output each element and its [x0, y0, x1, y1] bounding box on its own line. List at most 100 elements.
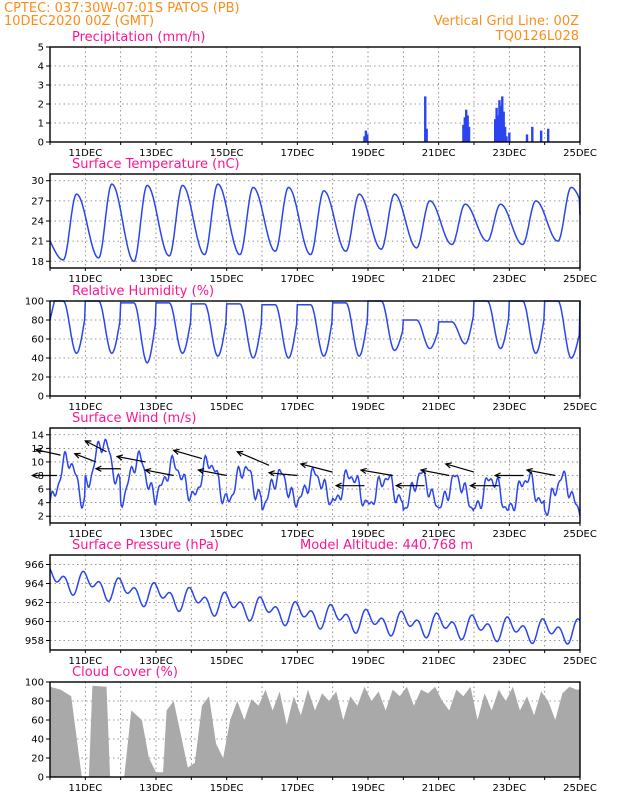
wind-ytick-label: 6 [38, 485, 44, 496]
wind-vector [394, 482, 425, 489]
temperature-panel: Surface Temperature (nC) 18 21 24 27 30 11DEC 1… [31, 157, 597, 285]
precipitation-xtick-label: 13DEC [139, 148, 173, 159]
pressure-ytick-label: 958 [25, 636, 44, 647]
temperature-ytick-label: 24 [31, 217, 44, 228]
precip-bar [502, 111, 505, 142]
pressure-xtick-label: 13DEC [139, 656, 173, 667]
pressure-xtick-label: 23DEC [492, 656, 526, 667]
pressure-ytick-label: 960 [25, 617, 44, 628]
pressure-annotation: Model Altitude: 440.768 m [300, 538, 473, 553]
wind-vector [359, 467, 393, 477]
wind-vector [73, 452, 97, 463]
wind-xtick-label: 15DEC [210, 529, 244, 540]
pressure-xtick-label: 25DEC [563, 656, 597, 667]
cloud-plot-frame [49, 681, 581, 778]
precipitation-plot-frame [49, 46, 581, 143]
cloud-cover-panel: Cloud Cover (%) 0 20 40 60 80 100 11DEC 13DEC 15D… [25, 665, 597, 794]
cloud-xtick-label: 11DEC [68, 783, 102, 794]
wind-vector [197, 467, 227, 477]
wind-ytick-label: 8 [38, 471, 44, 482]
precipitation-ytick-label: 3 [38, 81, 44, 92]
cloud-ytick-label: 20 [31, 754, 44, 765]
wind-vector [469, 482, 499, 489]
precipitation-ytick-label: 5 [38, 43, 44, 54]
precip-bar [547, 128, 550, 142]
humidity-xtick-label: 17DEC [280, 402, 314, 413]
precipitation-xtick-label: 23DEC [492, 148, 526, 159]
cloud-xtick-label: 17DEC [280, 783, 314, 794]
wind-xtick-label: 25DEC [563, 529, 597, 540]
humidity-xtick-label: 25DEC [563, 402, 597, 413]
cloud-ytick-label: 40 [31, 735, 44, 746]
precipitation-title: Precipitation (mm/h) [72, 30, 205, 45]
precipitation-xtick-label: 17DEC [280, 148, 314, 159]
temperature-xtick-label: 17DEC [280, 274, 314, 285]
temperature-xtick-label: 19DEC [351, 274, 385, 285]
humidity-panel: Relative Humidity (%) 0 20 40 60 80 100 11DEC 13… [25, 284, 597, 413]
precipitation-ytick-label: 1 [38, 119, 44, 130]
wind-vector [419, 467, 450, 477]
precip-bar [501, 96, 504, 142]
temperature-ytick-label: 27 [31, 196, 44, 207]
precip-bar [508, 132, 511, 142]
precipitation-ytick-label: 4 [38, 62, 44, 73]
cloud-ytick-label: 60 [31, 716, 44, 727]
wind-vector [30, 472, 58, 479]
wind-title: Surface Wind (m/s) [72, 411, 196, 426]
humidity-ytick-label: 60 [31, 335, 44, 346]
wind-vector [525, 467, 556, 477]
precip-bar [496, 115, 500, 142]
cloud-xtick-label: 13DEC [139, 783, 173, 794]
cloud-xtick-label: 19DEC [351, 783, 385, 794]
cloud-xtick-label: 15DEC [210, 783, 244, 794]
pressure-xtick-label: 19DEC [351, 656, 385, 667]
header-grid-note: Vertical Grid Line: 00Z [434, 14, 579, 29]
wind-vector [444, 462, 475, 473]
humidity-plot-frame [49, 300, 581, 397]
wind-series-line [49, 438, 581, 517]
wind-vector [172, 448, 203, 460]
humidity-xtick-label: 23DEC [492, 402, 526, 413]
temperature-ytick-label: 30 [31, 176, 44, 187]
precip-bar [424, 96, 427, 142]
precipitation-xtick-label: 15DEC [210, 148, 244, 159]
wind-xtick-label: 17DEC [280, 529, 314, 540]
cloud-xtick-label: 23DEC [492, 783, 526, 794]
wind-vector [235, 450, 270, 466]
humidity-xtick-label: 19DEC [351, 402, 385, 413]
pressure-xtick-label: 11DEC [68, 656, 102, 667]
humidity-title: Relative Humidity (%) [72, 284, 214, 299]
header-date: 10DEC2020 00Z (GMT) [4, 14, 154, 29]
humidity-ytick-label: 40 [31, 354, 44, 365]
wind-ytick-label: 2 [38, 512, 44, 523]
wind-vector [34, 447, 61, 456]
wind-xtick-label: 11DEC [68, 529, 102, 540]
wind-xtick-label: 23DEC [492, 529, 526, 540]
wind-ytick-label: 12 [31, 444, 44, 455]
wind-ytick-label: 14 [31, 430, 44, 441]
wind-vector [267, 470, 298, 477]
temperature-xtick-label: 15DEC [210, 274, 244, 285]
pressure-ytick-label: 966 [25, 560, 44, 571]
pressure-ytick-label: 962 [25, 598, 44, 609]
precipitation-xtick-label: 25DEC [563, 148, 597, 159]
precip-bar [499, 105, 503, 142]
wind-ytick-label: 10 [31, 457, 44, 468]
precip-bar [466, 115, 469, 142]
cloud-cover-area [50, 685, 580, 777]
pressure-title: Surface Pressure (hPa) [72, 538, 219, 553]
cloud-ytick-label: 0 [38, 773, 44, 784]
pressure-ytick-label: 964 [25, 579, 44, 590]
precip-bar [503, 126, 507, 142]
wind-vector [493, 472, 524, 479]
precipitation-xtick-label: 11DEC [68, 148, 102, 159]
precip-bar [531, 126, 534, 142]
wind-ytick-label: 4 [38, 498, 44, 509]
precip-bar [539, 130, 543, 142]
precip-bar [463, 117, 467, 142]
precip-bar [525, 134, 529, 142]
humidity-xtick-label: 11DEC [68, 402, 102, 413]
humidity-xtick-label: 21DEC [422, 402, 456, 413]
wind-vector [115, 454, 146, 463]
temperature-xtick-label: 21DEC [422, 274, 456, 285]
